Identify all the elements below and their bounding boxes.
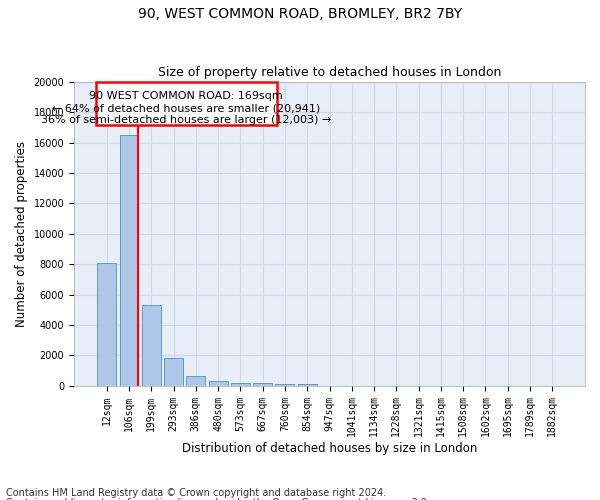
Bar bbox=[187, 376, 205, 386]
Bar bbox=[142, 305, 161, 386]
Text: Contains public sector information licensed under the Open Government Licence v3: Contains public sector information licen… bbox=[6, 498, 430, 500]
Bar bbox=[97, 262, 116, 386]
Bar bbox=[275, 384, 295, 386]
Y-axis label: Number of detached properties: Number of detached properties bbox=[15, 141, 28, 327]
Bar bbox=[253, 384, 272, 386]
Bar bbox=[298, 384, 317, 386]
Text: ← 64% of detached houses are smaller (20,941): ← 64% of detached houses are smaller (20… bbox=[52, 104, 320, 114]
Bar bbox=[209, 381, 227, 386]
Text: Contains HM Land Registry data © Crown copyright and database right 2024.: Contains HM Land Registry data © Crown c… bbox=[6, 488, 386, 498]
Bar bbox=[119, 135, 139, 386]
X-axis label: Distribution of detached houses by size in London: Distribution of detached houses by size … bbox=[182, 442, 477, 455]
Text: 90 WEST COMMON ROAD: 169sqm: 90 WEST COMMON ROAD: 169sqm bbox=[89, 91, 283, 101]
Bar bbox=[96, 82, 277, 124]
Title: Size of property relative to detached houses in London: Size of property relative to detached ho… bbox=[158, 66, 501, 80]
Text: 36% of semi-detached houses are larger (12,003) →: 36% of semi-detached houses are larger (… bbox=[41, 116, 331, 126]
Text: 90, WEST COMMON ROAD, BROMLEY, BR2 7BY: 90, WEST COMMON ROAD, BROMLEY, BR2 7BY bbox=[138, 8, 462, 22]
Bar bbox=[164, 358, 183, 386]
Bar bbox=[231, 383, 250, 386]
